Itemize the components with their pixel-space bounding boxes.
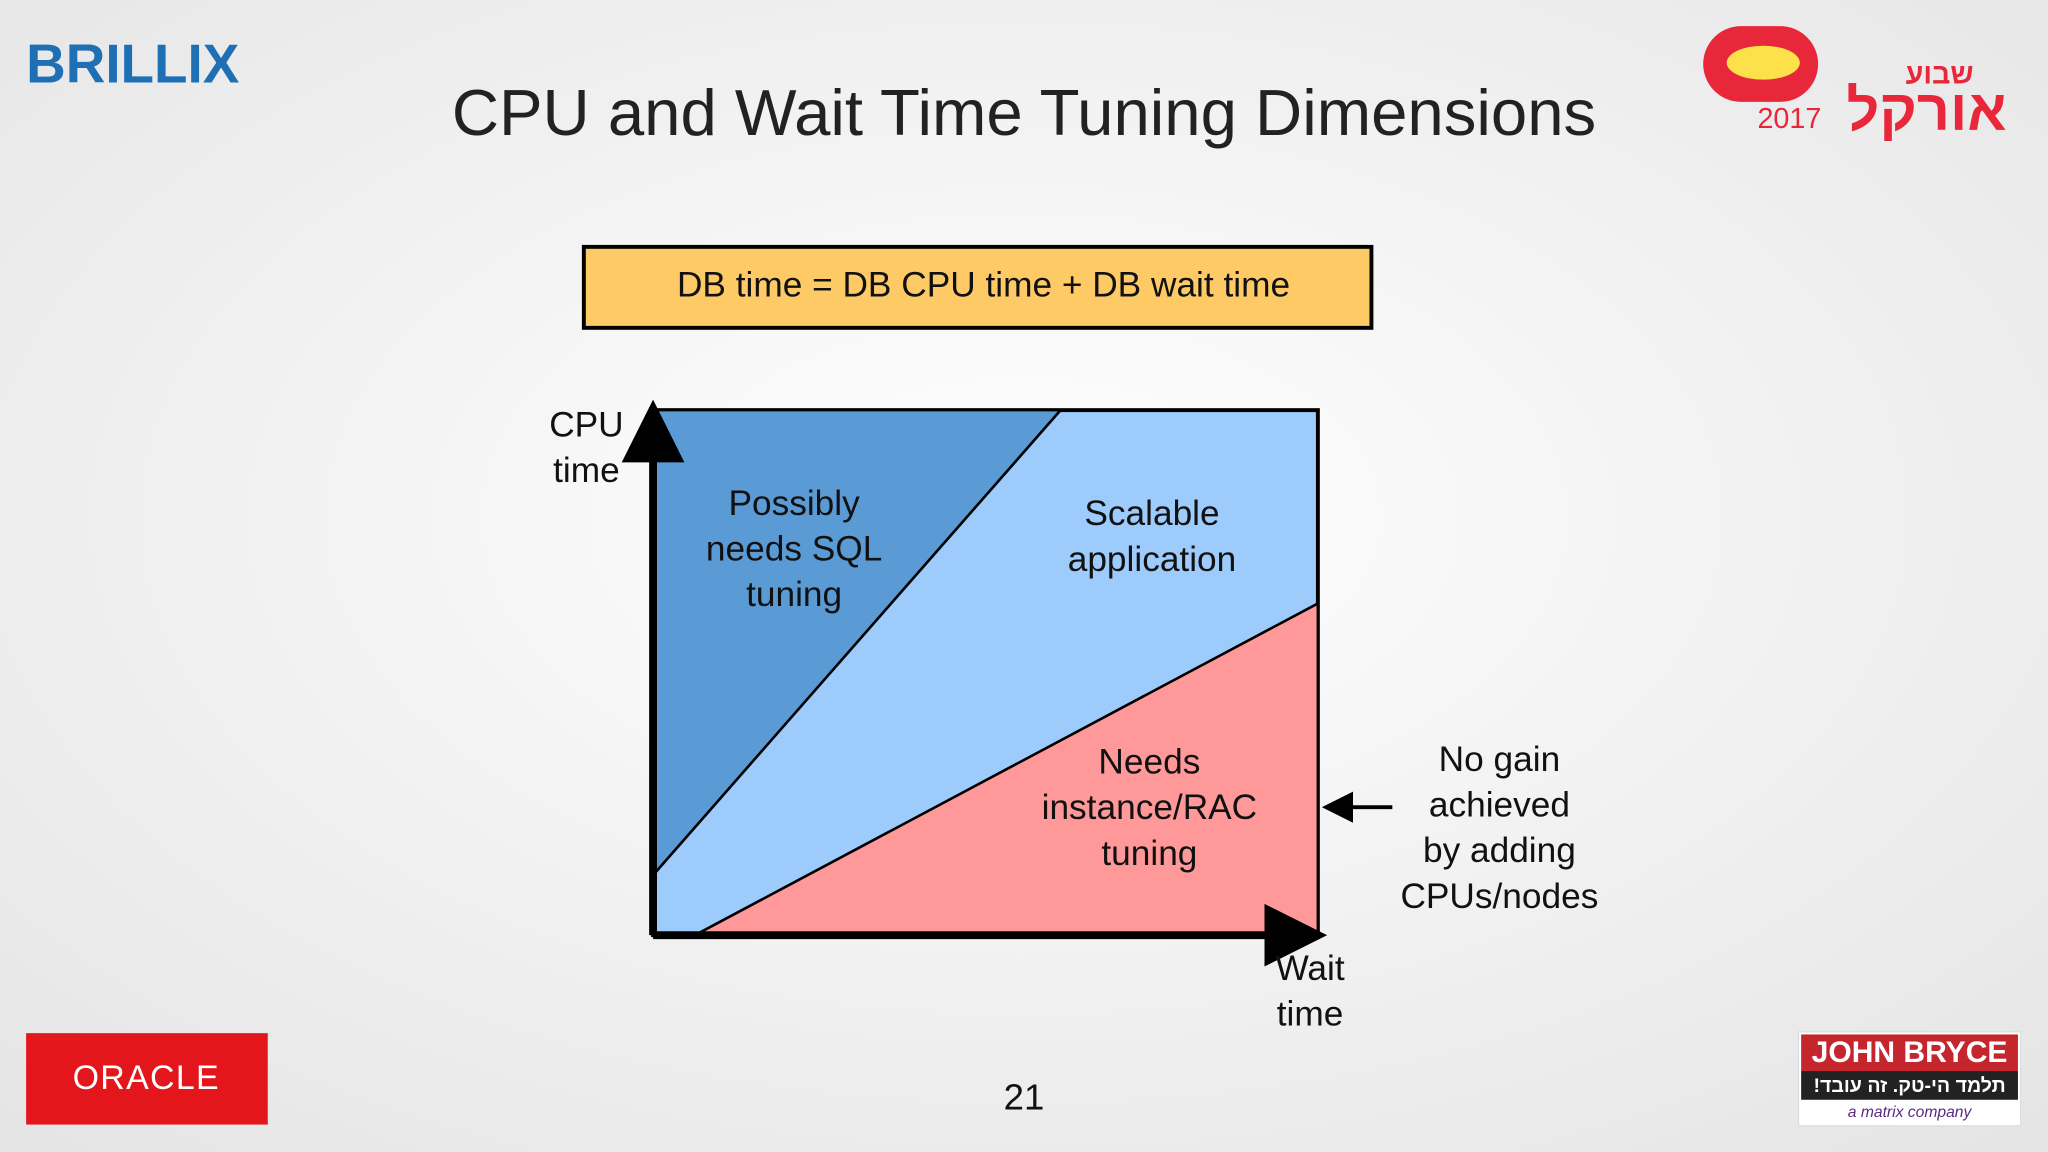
formula-box — [581, 244, 1374, 330]
slide-title: CPU and Wait Time Tuning Dimensions — [452, 76, 1596, 149]
region-label: tuning — [1101, 834, 1197, 873]
region-label: Scalable — [1084, 494, 1219, 533]
region-label: application — [1068, 540, 1237, 579]
annotation: CPUs/nodes — [1400, 877, 1598, 916]
oracle-text: ORACLE — [73, 1059, 220, 1097]
annotation: No gain — [1439, 740, 1561, 779]
jb-tagline: a matrix company — [1848, 1104, 1973, 1121]
x-axis-label: time — [1277, 994, 1344, 1033]
jb-name: JOHN BRYCE — [1812, 1036, 2008, 1069]
event-logo: שבוע אורקל 2017 — [1703, 26, 2007, 143]
x-axis-label: Wait — [1275, 949, 1344, 988]
john-bryce-logo: JOHN BRYCE תלמד הי-טק. זה עובד! a matrix… — [1797, 1031, 2022, 1127]
formula: DB time = DB CPU time + DB wait time — [677, 266, 1290, 305]
region-label: Possibly — [728, 484, 860, 523]
region-label: tuning — [746, 575, 842, 614]
diagram: CPU time Wait time Possibly needs SQL tu… — [549, 399, 1598, 1033]
jb-slogan: תלמד הי-טק. זה עובד! — [1813, 1075, 2005, 1097]
page-number: 21 — [1004, 1076, 1045, 1117]
region-label: Needs — [1098, 742, 1200, 781]
brillix-logo: BRILLIX — [26, 32, 240, 94]
event-year: 2017 — [1757, 103, 1821, 135]
oracle-logo — [26, 1033, 268, 1125]
annotation: achieved — [1429, 785, 1570, 824]
y-axis-label: CPU — [549, 405, 623, 444]
region-label: instance/RAC — [1042, 788, 1258, 827]
y-axis-label: time — [553, 451, 620, 490]
region-label: needs SQL — [706, 529, 882, 568]
annotation: by adding — [1423, 831, 1576, 870]
event-name: שבוע — [1906, 58, 1974, 90]
event-brand: אורקל — [1847, 79, 2007, 143]
